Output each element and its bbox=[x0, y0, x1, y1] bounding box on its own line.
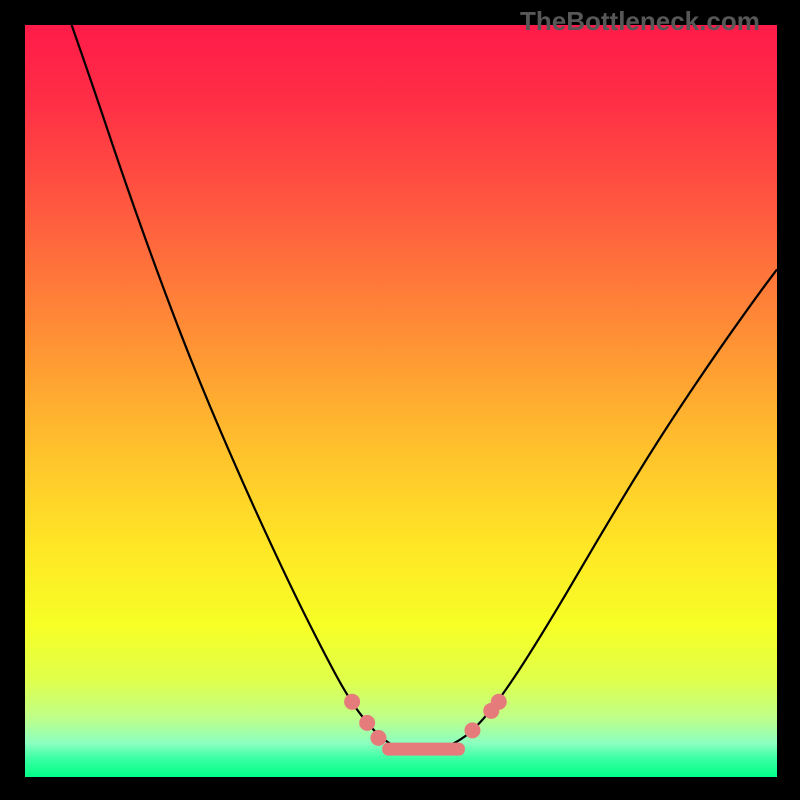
data-marker bbox=[370, 730, 386, 746]
data-marker bbox=[491, 694, 507, 710]
bottleneck-chart bbox=[0, 0, 800, 800]
data-marker bbox=[464, 722, 480, 738]
chart-container bbox=[0, 0, 800, 800]
watermark-text: TheBottleneck.com bbox=[520, 6, 760, 37]
valley-band bbox=[382, 743, 465, 756]
data-marker bbox=[359, 715, 375, 731]
plot-background bbox=[25, 25, 777, 777]
data-marker bbox=[344, 694, 360, 710]
